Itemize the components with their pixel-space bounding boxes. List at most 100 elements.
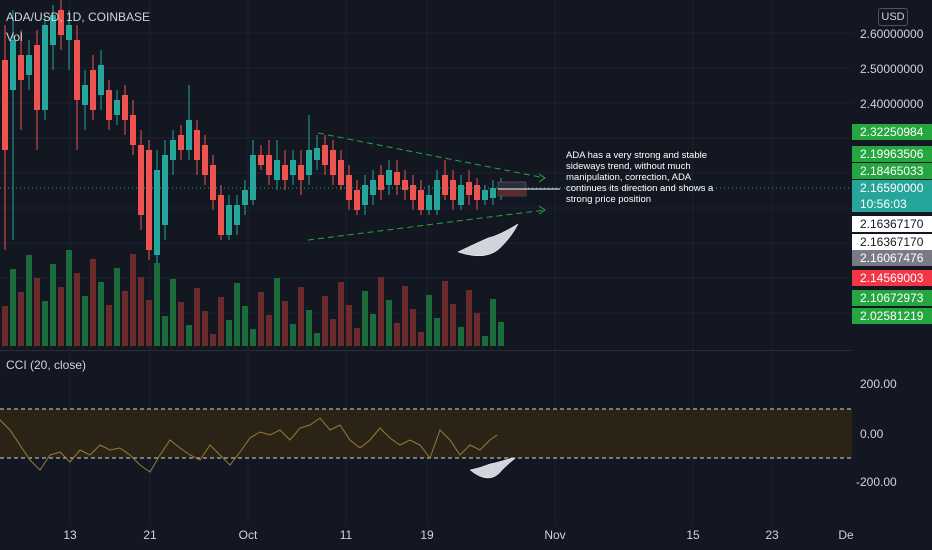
price-tag[interactable]: 2.16367170: [852, 234, 932, 250]
chart-annotation-text[interactable]: ADA has a very strong and stable sideway…: [566, 150, 714, 205]
volume-legend[interactable]: Vol: [6, 30, 23, 44]
volume-bar: [234, 283, 240, 346]
volume-bar: [450, 304, 456, 346]
volume-bar: [42, 301, 48, 346]
volume-bar: [146, 300, 152, 346]
candle-body: [274, 160, 280, 180]
price-axis-label: 2.40000000: [860, 97, 924, 111]
price-tag[interactable]: 2.18465033: [852, 163, 932, 179]
volume-bar: [466, 290, 472, 346]
volume-bar: [394, 323, 400, 346]
volume-bar: [90, 259, 96, 346]
candle-body: [378, 175, 384, 190]
volume-bar: [130, 254, 136, 346]
brush-stroke-shape: [457, 223, 519, 257]
volume-bar: [122, 291, 128, 346]
volume-bar: [482, 336, 488, 346]
volume-bar: [242, 306, 248, 346]
candle-body: [290, 160, 296, 175]
candle-body: [338, 160, 344, 185]
candle-body: [34, 45, 40, 110]
volume-bar: [106, 305, 112, 346]
price-tag[interactable]: 2.32250984: [852, 124, 932, 140]
candle-body: [170, 140, 176, 160]
volume-bar: [26, 255, 32, 346]
volume-bar: [362, 291, 368, 346]
time-axis-label: Nov: [544, 528, 566, 542]
upper-trendline: [317, 132, 546, 179]
candle-body: [426, 195, 432, 210]
time-axis[interactable]: [0, 525, 852, 550]
time-axis-label: 19: [420, 528, 434, 542]
volume-bar: [138, 277, 144, 346]
volume-bar: [34, 278, 40, 346]
price-tag[interactable]: 2.16590000: [852, 180, 932, 196]
candle-body: [386, 170, 392, 185]
candle-body: [114, 100, 120, 115]
volume-bar: [442, 281, 448, 346]
volume-bar: [322, 296, 328, 346]
candle-body: [58, 10, 64, 35]
volume-bar: [498, 322, 504, 346]
candle-body: [266, 155, 272, 175]
volume-bar: [226, 320, 232, 346]
volume-bar: [314, 333, 320, 346]
volume-bar: [306, 310, 312, 346]
symbol-legend[interactable]: ADA/USD, 1D, COINBASE: [6, 10, 151, 24]
candle-body: [450, 180, 456, 200]
price-tag[interactable]: 10:56:03: [852, 196, 932, 212]
candle-body: [10, 40, 16, 90]
candle-body: [410, 185, 416, 200]
volume-bar: [154, 263, 160, 346]
volume-bar: [426, 295, 432, 346]
volume-bar: [282, 301, 288, 346]
volume-bar: [170, 279, 176, 346]
candle-body: [146, 150, 152, 250]
price-tag[interactable]: 2.02581219: [852, 308, 932, 324]
cci-band: [0, 409, 852, 458]
volume-bar: [210, 334, 216, 346]
price-tag[interactable]: 2.16367170: [852, 216, 932, 232]
price-tag[interactable]: 2.10672973: [852, 290, 932, 306]
volume-bar: [418, 332, 424, 346]
pane-separator[interactable]: [0, 350, 932, 351]
volume-bar: [178, 302, 184, 346]
candle-body: [490, 188, 496, 198]
candle-body: [362, 185, 368, 205]
volume-bar: [250, 329, 256, 346]
candle-body: [74, 40, 80, 100]
cci-axis-label: 0.00: [860, 427, 884, 441]
candle-body: [250, 155, 256, 200]
candle-body: [434, 180, 440, 210]
candle-body: [154, 170, 160, 255]
candle-body: [202, 145, 208, 175]
candle-body: [66, 25, 72, 40]
price-tag[interactable]: 2.16067476: [852, 250, 932, 266]
volume-bar: [434, 318, 440, 346]
price-tag[interactable]: 2.14569003: [852, 270, 932, 286]
candle-body: [242, 190, 248, 205]
brush-stroke-shape: [469, 455, 519, 479]
trendline-arrow: [538, 173, 546, 183]
candle-body: [2, 60, 8, 150]
time-axis-label: 13: [63, 528, 77, 542]
volume-bar: [162, 316, 168, 346]
candle-body: [18, 55, 24, 80]
candle-body: [26, 55, 32, 75]
price-tag[interactable]: 2.19963506: [852, 146, 932, 162]
candle-body: [482, 190, 488, 200]
cci-legend[interactable]: CCI (20, close): [6, 358, 87, 372]
candle-body: [178, 135, 184, 150]
volume-bar: [18, 292, 24, 346]
currency-badge[interactable]: USD: [878, 8, 908, 26]
candle-body: [442, 175, 448, 195]
volume-bar: [186, 325, 192, 346]
volume-bar: [386, 300, 392, 346]
volume-bar: [50, 264, 56, 346]
volume-bar: [218, 297, 224, 346]
volume-bar: [474, 313, 480, 346]
volume-bar: [330, 319, 336, 346]
candle-body: [298, 165, 304, 180]
candle-body: [282, 165, 288, 180]
